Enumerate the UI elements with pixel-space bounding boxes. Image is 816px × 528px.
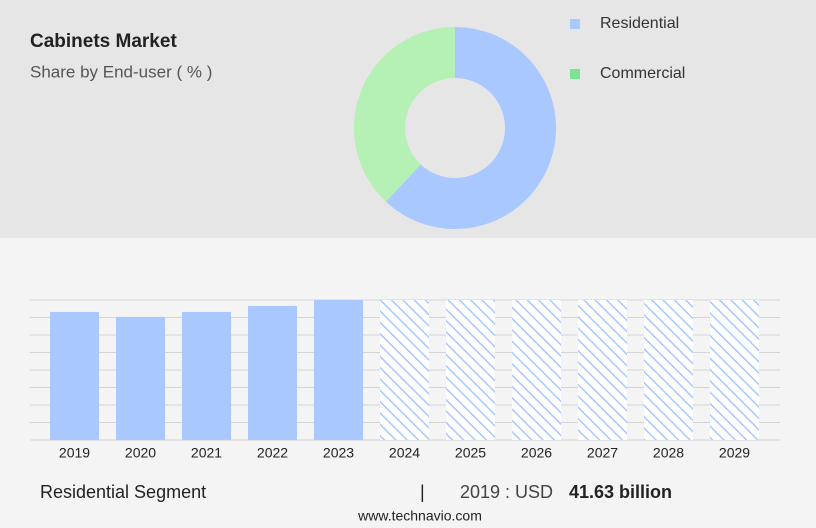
- legend-label: Residential: [600, 15, 679, 32]
- forecast-bar: [446, 300, 495, 440]
- forecast-bar: [512, 300, 561, 440]
- forecast-bar: [644, 300, 693, 440]
- bar: [50, 311, 99, 440]
- x-tick-label: 2025: [455, 445, 486, 461]
- x-tick-label: 2019: [59, 445, 90, 461]
- legend-swatch: [570, 69, 580, 79]
- bar: [116, 316, 165, 440]
- x-tick-label: 2028: [653, 445, 684, 461]
- chart-title: Cabinets Market: [30, 31, 177, 52]
- x-tick-label: 2024: [389, 445, 420, 461]
- year-label: 2019 : USD: [460, 482, 553, 502]
- separator: |: [420, 482, 425, 502]
- x-tick-label: 2023: [323, 445, 354, 461]
- legend-label: Commercial: [600, 65, 685, 82]
- x-tick-label: 2026: [521, 445, 552, 461]
- x-tick-label: 2027: [587, 445, 618, 461]
- bar: [248, 305, 297, 440]
- x-tick-label: 2021: [191, 445, 222, 461]
- x-tick-label: 2029: [719, 445, 750, 461]
- source: www.technavio.com: [357, 508, 482, 524]
- bar: [314, 300, 363, 440]
- bar: [182, 311, 231, 440]
- segment-label: Residential Segment: [40, 482, 206, 502]
- pie-slice: [354, 27, 455, 202]
- pie-slice: [385, 27, 557, 229]
- x-tick-label: 2022: [257, 445, 288, 461]
- forecast-bar: [578, 300, 627, 440]
- legend-swatch: [570, 19, 580, 29]
- chart-subtitle: Share by End-user ( % ): [30, 62, 212, 81]
- segment-value: 41.63 billion: [569, 482, 672, 502]
- x-tick-label: 2020: [125, 445, 156, 461]
- forecast-bar: [710, 300, 759, 440]
- forecast-bar: [380, 300, 429, 440]
